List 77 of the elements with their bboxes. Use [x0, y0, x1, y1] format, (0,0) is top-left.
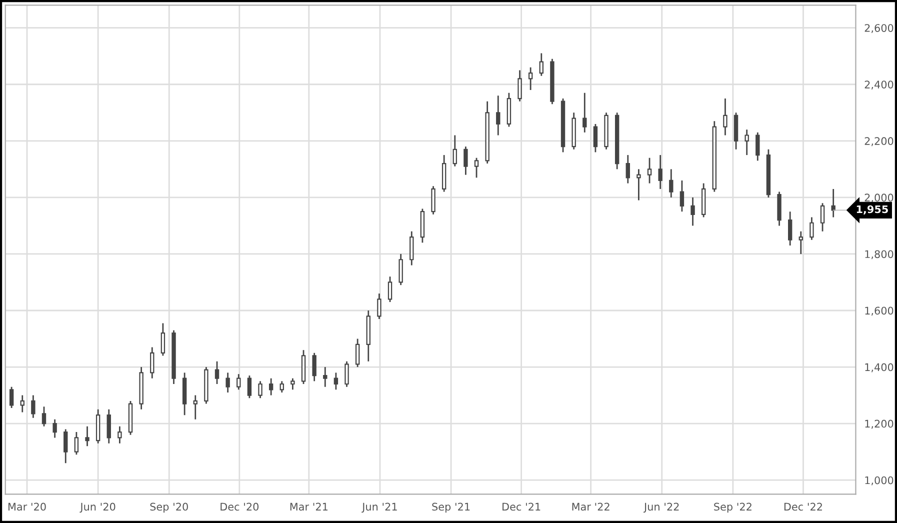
candlestick — [831, 188, 836, 218]
candlestick — [160, 322, 166, 356]
candlestick — [334, 372, 338, 390]
candlestick — [377, 292, 382, 320]
candlestick — [268, 378, 274, 396]
candlestick — [398, 253, 403, 286]
candlestick — [496, 94, 500, 136]
candlestick — [626, 154, 630, 184]
x-tick-label: Jun '20 — [80, 502, 116, 513]
candlestick — [431, 185, 436, 216]
candlestick — [42, 406, 46, 428]
candlestick — [312, 352, 316, 382]
candlestick — [820, 202, 825, 232]
candlestick — [20, 394, 24, 413]
candlestick — [226, 372, 230, 394]
candlestick — [214, 360, 220, 385]
candlestick — [756, 132, 760, 162]
candlestick — [150, 346, 154, 380]
candlestick — [464, 146, 468, 176]
x-tick-label: Dec '21 — [502, 502, 540, 511]
candlestick — [236, 373, 241, 390]
candlestick — [452, 134, 457, 168]
candlestick — [193, 394, 198, 420]
candlestick — [31, 394, 36, 419]
y-tick-label: 1,800 — [865, 250, 894, 260]
candlestick — [258, 380, 262, 399]
candlestick — [74, 431, 79, 456]
candlestick — [680, 180, 684, 212]
candlestick — [106, 408, 111, 444]
candlestick — [810, 216, 814, 241]
x-tick-label: Mar '22 — [572, 502, 610, 511]
x-tick-label: Mar '20 — [8, 502, 46, 511]
candlestick — [518, 70, 522, 102]
candlestick — [647, 157, 652, 184]
candlestick — [280, 380, 284, 394]
y-tick-label: 2,000 — [864, 194, 894, 203]
candlestick — [690, 196, 695, 226]
y-tick-label: 2,400 — [864, 80, 894, 90]
annotation: 1,955 — [856, 205, 888, 215]
candlestick — [788, 210, 792, 246]
candlestick — [582, 92, 587, 134]
x-tick-label: Mar '21 — [290, 502, 328, 511]
candlestick — [798, 230, 803, 255]
candlestick — [744, 128, 749, 156]
y-tick-label: 2,200 — [864, 137, 894, 146]
candlestick — [52, 418, 57, 438]
x-tick-label: Jun '21 — [362, 502, 397, 513]
candlestick — [636, 168, 641, 201]
candlestick — [64, 428, 68, 464]
x-tick-label: Sep '20 — [150, 502, 188, 513]
candlestick — [344, 360, 349, 388]
y-tick-label: 1,200 — [865, 420, 894, 429]
candlestick — [410, 230, 414, 266]
x-tick-label: Dec '20 — [220, 502, 259, 511]
candlestick — [355, 338, 360, 368]
candlestick — [593, 123, 598, 153]
candlestick — [85, 426, 90, 447]
x-tick-label: Sep '22 — [714, 502, 752, 513]
x-tick-label: Sep '21 — [432, 502, 470, 513]
candlestick — [290, 378, 295, 390]
candlestick — [247, 374, 252, 399]
candlestick — [723, 98, 728, 136]
candlestick — [118, 426, 122, 444]
candlestick — [474, 157, 479, 178]
candlestick — [658, 154, 662, 190]
x-tick-label: Dec '22 — [784, 502, 822, 511]
candlestick — [539, 52, 544, 77]
candlestick — [9, 386, 14, 409]
y-tick-label: 2,600 — [864, 24, 894, 34]
y-tick-label: 1,000 — [865, 476, 894, 486]
y-tick-label: 1,400 — [865, 363, 894, 372]
y-tick-label: 1,600 — [865, 306, 894, 316]
candlestick — [669, 168, 674, 198]
x-tick-label: Jun '22 — [643, 502, 679, 513]
candlestick — [528, 66, 533, 91]
candlestick — [323, 366, 328, 388]
candlestick — [388, 276, 392, 303]
